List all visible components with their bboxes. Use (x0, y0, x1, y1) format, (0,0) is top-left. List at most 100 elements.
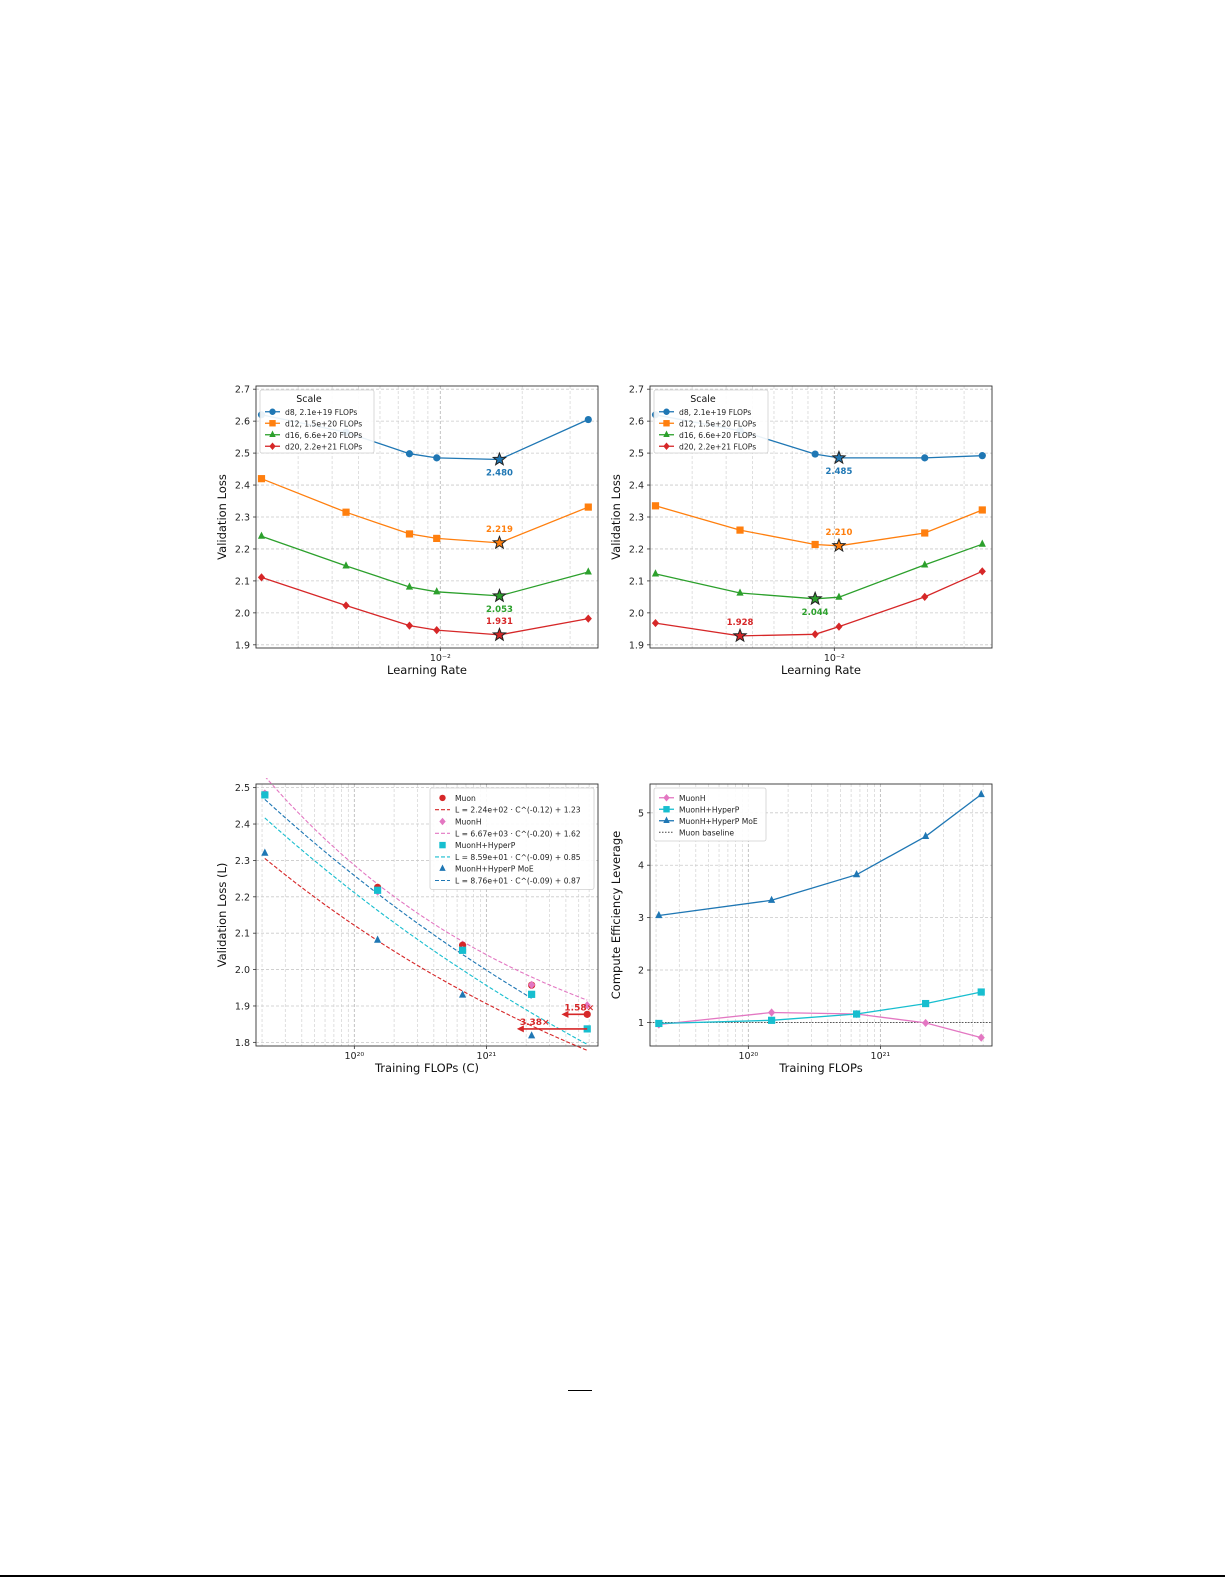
data-point (852, 1010, 861, 1018)
legend-marker (663, 816, 670, 823)
legend-label: MuonH (455, 818, 482, 827)
data-point (655, 1019, 663, 1028)
y-tick-label: 5 (638, 808, 644, 819)
data-point (767, 895, 776, 903)
series-2: 2.044 (651, 539, 986, 618)
speedup-annotation-1: 3.38× (516, 1018, 588, 1033)
series-line (655, 543, 983, 600)
legend-marker (439, 817, 446, 826)
y-tick-label: 2.5 (235, 449, 250, 460)
best-point-star (491, 451, 508, 466)
best-point-star (732, 627, 748, 643)
best-point-label: 2.210 (826, 528, 853, 538)
data-point (736, 588, 744, 596)
best-point-label: 2.219 (486, 525, 513, 535)
series-2 (655, 789, 985, 919)
legend-marker (269, 430, 276, 437)
legend-marker (269, 420, 276, 427)
series-line (655, 505, 983, 547)
chart-lr-sweep-right: 1.9 2.0 2.1 2.2 2.3 2.4 2.5 2.6 2.7 10⁻² Learning … (608, 380, 1000, 680)
legend-label: d16, 6.6e+20 FLOPs (679, 431, 756, 440)
data-point (405, 530, 414, 538)
series-3: 1.928 (651, 567, 986, 643)
legend-fit-label: L = 8.59e+01 · C^(-0.09) + 0.85 (455, 853, 581, 862)
data-point (921, 529, 929, 537)
x-ticks: 10⁻² (430, 648, 451, 664)
chart-svg-3: 1 2 3 4 5 10²⁰ 10²¹ Training FLOPs Compute Effic… (609, 783, 993, 1075)
y-tick-label: 2.0 (235, 608, 250, 619)
legend-marker (439, 841, 446, 849)
data-point (767, 1008, 776, 1017)
series-line (261, 478, 589, 544)
speedup-arrow-head (516, 1025, 524, 1033)
y-tick-label: 2.2 (235, 544, 250, 555)
data-point (583, 1025, 591, 1033)
legend: Scale d8, 2.1e+19 FLOPs d12, 1.5e+20 FLOPs… (259, 389, 375, 454)
y-tick-label: 2.4 (629, 481, 644, 492)
best-point-star (491, 534, 508, 550)
fit-line-0 (264, 857, 588, 1051)
data-point (528, 990, 536, 998)
speedup-annotation-0: 1.58× (561, 1003, 594, 1018)
data-point (811, 540, 819, 549)
best-point-star (831, 449, 847, 465)
legend-label: d20, 2.2e+21 FLOPs (679, 442, 756, 451)
series-line (655, 570, 983, 637)
data-point (458, 990, 467, 998)
series-0 (655, 1008, 985, 1042)
best-point-star (491, 587, 508, 603)
series-3: 1.931 (257, 573, 592, 642)
data-point (257, 573, 266, 582)
y-axis-label: Validation Loss (215, 474, 229, 560)
series-1: 2.219 (257, 475, 592, 550)
series-line (261, 535, 589, 597)
data-point (583, 1001, 591, 1010)
data-point (921, 560, 929, 568)
data-point (373, 935, 382, 943)
y-tick-label: 2.7 (235, 385, 250, 396)
x-ticks: 10²⁰ 10²¹ (344, 1046, 496, 1062)
chart-lr-sweep-left: 1.9 2.0 2.1 2.2 2.3 2.4 2.5 2.6 2.7 10⁻² Learning … (214, 380, 606, 680)
y-ticks: 1.8 1.9 2.0 2.1 2.2 2.3 2.4 2.5 (235, 783, 256, 1049)
y-tick-label: 4 (638, 861, 644, 872)
data-point (852, 870, 861, 878)
data-point (977, 988, 985, 996)
grid (256, 386, 598, 648)
x-axis-label: Training FLOPs (778, 1061, 862, 1075)
plot-frame (649, 783, 993, 1047)
y-tick-label: 3 (638, 913, 644, 924)
legend-fit-label: L = 8.76e+01 · C^(-0.09) + 0.87 (455, 877, 581, 886)
chart-svg-2: 1.8 1.9 2.0 2.1 2.2 2.3 2.4 2.5 10²⁰ 10²¹Training… (215, 775, 599, 1075)
legend-label: d12, 1.5e+20 FLOPs (285, 419, 362, 428)
legend-title: Scale (296, 394, 322, 405)
data-point (736, 526, 744, 534)
data-point (922, 1018, 930, 1028)
chart-svg-1: 1.9 2.0 2.1 2.2 2.3 2.4 2.5 2.6 2.7 10⁻²Learning … (609, 385, 993, 677)
data-point (921, 592, 929, 601)
legend-marker (439, 864, 446, 871)
series-2 (261, 791, 591, 1033)
y-tick-label: 1.9 (629, 640, 644, 651)
x-tick-label: 10²⁰ (738, 1051, 758, 1062)
data-point (261, 848, 269, 856)
best-point-label: 1.931 (486, 617, 513, 627)
data-point (584, 614, 592, 623)
y-axis-label: Compute Efficiency Leverage (609, 831, 623, 999)
y-tick-label: 2.5 (629, 449, 644, 460)
legend-marker (663, 408, 670, 415)
data-point (811, 450, 819, 458)
data-point (405, 450, 414, 458)
data-point (651, 618, 660, 628)
data-point (261, 791, 269, 799)
x-tick-label: 10²¹ (477, 1051, 497, 1062)
legend-label: d8, 2.1e+19 FLOPs (285, 408, 357, 417)
legend-label: d20, 2.2e+21 FLOPs (285, 442, 362, 451)
grid (650, 784, 992, 1046)
data-point (257, 475, 266, 483)
best-point-star (491, 626, 508, 642)
data-point (835, 622, 843, 631)
data-point (405, 621, 414, 630)
legend-title: Scale (690, 394, 716, 405)
best-point-star (807, 590, 823, 606)
legend-label: MuonH (679, 794, 706, 803)
